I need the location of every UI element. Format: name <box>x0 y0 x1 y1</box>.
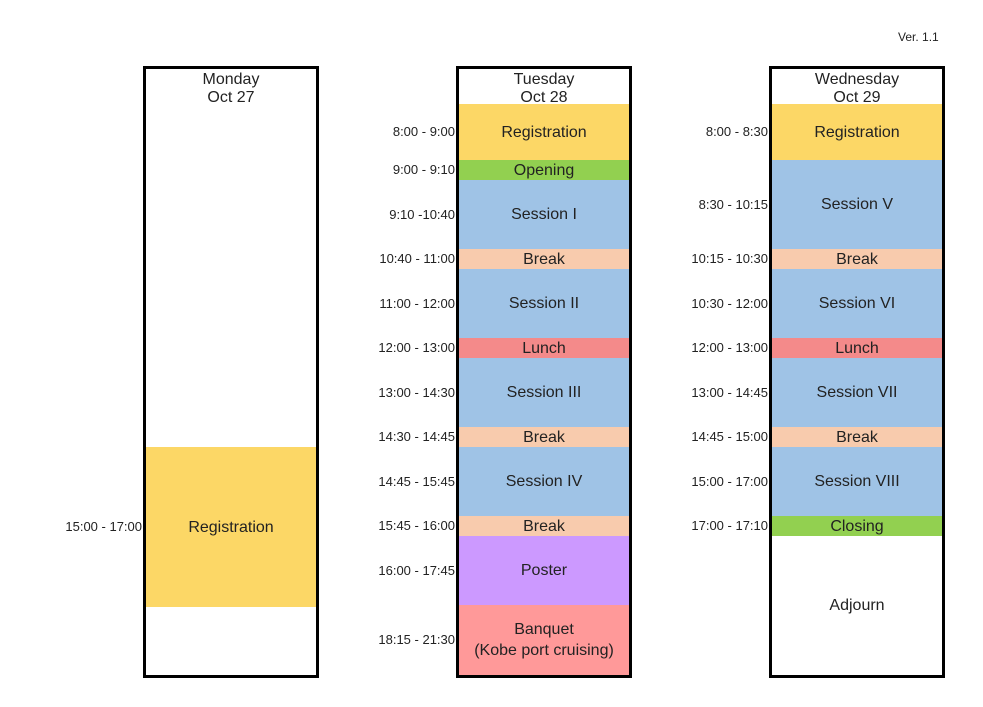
day-header: Monday Oct 27 <box>146 69 316 111</box>
event-block-session: Session I <box>459 180 629 249</box>
event-time: 12:00 - 13:00 <box>691 340 768 355</box>
event-label: Break <box>523 517 565 535</box>
event-time: 14:30 - 14:45 <box>378 429 455 444</box>
event-block-session: Session IV <box>459 447 629 516</box>
day-header: Tuesday Oct 28 <box>459 69 629 111</box>
event-time: 9:10 -10:40 <box>389 206 455 222</box>
event-time: 10:30 - 12:00 <box>691 295 768 311</box>
event-label: Session VII <box>816 384 898 401</box>
day-name: Tuesday <box>513 71 575 88</box>
day-header: Wednesday Oct 29 <box>772 69 942 111</box>
event-time: 10:15 - 10:30 <box>691 251 768 266</box>
event-label: Break <box>523 250 565 268</box>
event-time: 10:40 - 11:00 <box>379 251 455 266</box>
event-time: 18:15 - 21:30 <box>378 632 455 647</box>
day-column-wednesday: Wednesday Oct 29 Registration Session V Brea… <box>769 66 945 678</box>
event-time: 11:00 - 12:00 <box>379 295 455 311</box>
event-label: Poster <box>520 562 568 579</box>
event-label: Break <box>836 428 878 446</box>
event-label: Registration <box>188 518 274 536</box>
event-block-session: Session V <box>772 160 942 249</box>
event-time: 8:00 - 8:30 <box>705 124 768 139</box>
version-label: Ver. 1.1 <box>898 30 939 44</box>
event-block-break: Break <box>459 427 629 447</box>
event-label: Session V <box>820 196 894 213</box>
event-block-adjourn: Adjourn <box>772 536 942 675</box>
event-time: 16:00 - 17:45 <box>378 562 455 578</box>
event-block-break: Break <box>772 427 942 447</box>
event-time: 15:45 - 16:00 <box>378 518 455 533</box>
event-time: 12:00 - 13:00 <box>378 340 455 355</box>
event-block-session: Session VIII <box>772 447 942 516</box>
event-label: Break <box>836 250 878 268</box>
event-label: Session II <box>508 295 580 312</box>
event-block-break: Break <box>772 249 942 269</box>
event-block-session: Session III <box>459 358 629 427</box>
event-label: Break <box>523 428 565 446</box>
event-label: Registration <box>501 123 587 141</box>
event-block-registration: Registration <box>772 104 942 160</box>
event-block-closing: Closing <box>772 516 942 536</box>
event-label: Session VI <box>818 295 896 312</box>
event-label: Banquet (Kobe port cruising) <box>474 621 614 659</box>
event-label: Closing <box>830 517 884 535</box>
event-time: 8:00 - 9:00 <box>392 124 455 139</box>
event-time: 13:00 - 14:45 <box>691 384 768 400</box>
event-block-banquet: Banquet (Kobe port cruising) <box>459 605 629 675</box>
event-time: 13:00 - 14:30 <box>378 384 455 400</box>
event-block-break: Break <box>459 516 629 536</box>
event-block-opening: Opening <box>459 160 629 180</box>
event-time: 15:00 - 17:00 <box>65 519 142 534</box>
event-label: Adjourn <box>829 597 885 614</box>
event-label: Session IV <box>505 473 583 490</box>
event-block-session: Session VII <box>772 358 942 427</box>
event-time: 9:00 - 9:10 <box>392 162 455 177</box>
day-name: Wednesday <box>814 71 900 88</box>
day-date: Oct 28 <box>520 89 568 106</box>
event-time: 14:45 - 15:00 <box>691 429 768 444</box>
event-block-break: Break <box>459 249 629 269</box>
event-label: Registration <box>814 123 900 141</box>
day-date: Oct 29 <box>833 89 881 106</box>
day-column-monday: Monday Oct 27 Registration <box>143 66 319 678</box>
event-time: 14:45 - 15:45 <box>378 473 455 489</box>
event-block-lunch: Lunch <box>772 338 942 358</box>
event-block-session: Session VI <box>772 269 942 338</box>
event-label: Session I <box>511 206 577 223</box>
event-time: 15:00 - 17:00 <box>691 473 768 489</box>
event-label: Lunch <box>835 339 879 357</box>
event-label: Lunch <box>522 339 566 357</box>
event-time: 8:30 - 10:15 <box>698 196 768 212</box>
event-label: Session III <box>506 384 582 401</box>
event-time: 17:00 - 17:10 <box>691 518 768 533</box>
day-date: Oct 27 <box>207 89 255 106</box>
event-label: Session VIII <box>814 473 900 490</box>
event-block-lunch: Lunch <box>459 338 629 358</box>
event-block-poster: Poster <box>459 536 629 605</box>
day-name: Monday <box>202 71 260 88</box>
event-block-session: Session II <box>459 269 629 338</box>
event-block-registration: Registration <box>146 447 316 607</box>
event-label: Opening <box>513 161 575 179</box>
day-column-tuesday: Tuesday Oct 28 Registration Opening Session … <box>456 66 632 678</box>
event-block-registration: Registration <box>459 104 629 160</box>
